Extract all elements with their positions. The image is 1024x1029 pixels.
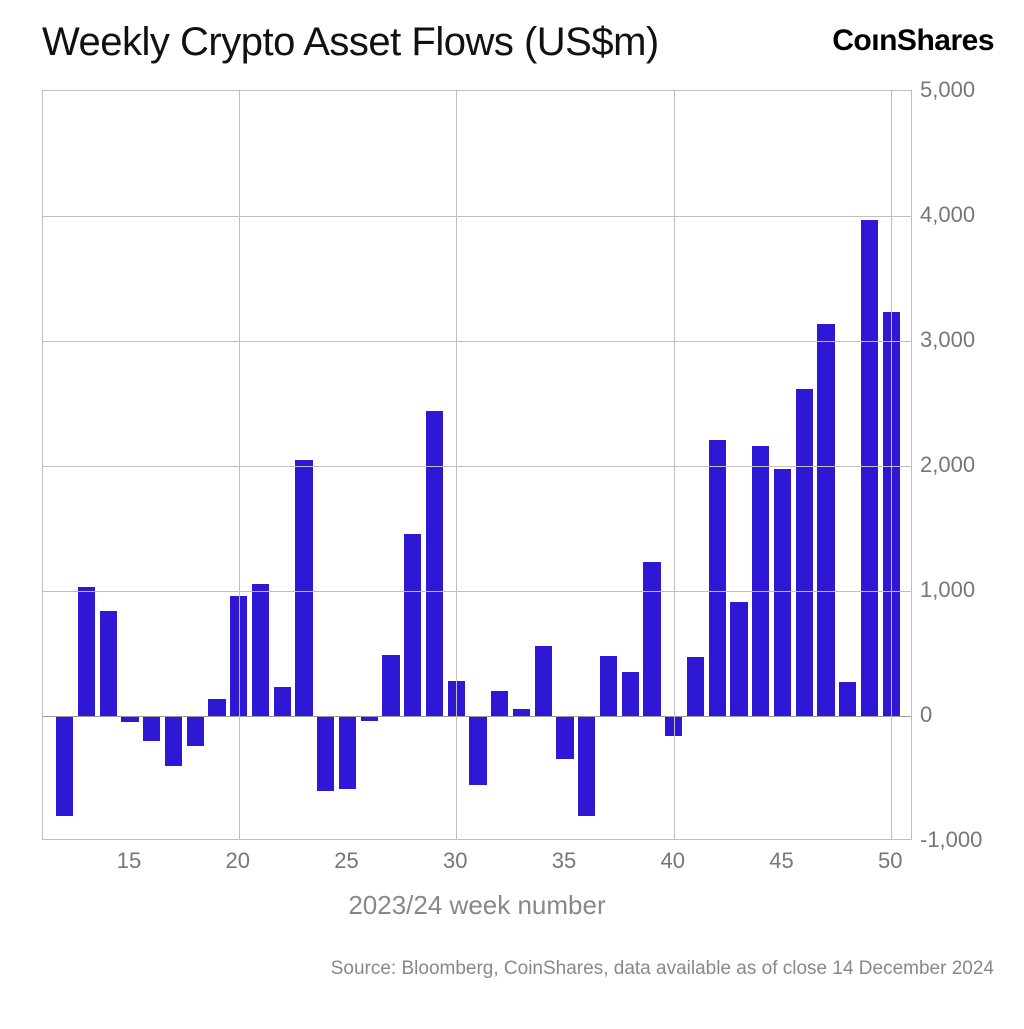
x-tick-label: 15	[117, 848, 141, 874]
bar	[208, 699, 225, 717]
y-tick-label: 5,000	[920, 77, 975, 103]
gridline-horizontal	[43, 591, 911, 592]
source-caption: Source: Bloomberg, CoinShares, data avai…	[0, 958, 994, 980]
zero-baseline	[43, 716, 911, 717]
y-tick-label: 2,000	[920, 452, 975, 478]
y-tick-label: 3,000	[920, 327, 975, 353]
gridline-vertical	[674, 91, 675, 839]
bar	[622, 672, 639, 716]
bar	[78, 587, 95, 716]
bar	[752, 446, 769, 716]
bar	[165, 716, 182, 766]
bar	[339, 716, 356, 789]
bar	[491, 691, 508, 716]
bar	[709, 440, 726, 716]
bar	[100, 611, 117, 716]
x-tick-labels: 15 20 25 30 35 40 45 50	[42, 840, 912, 880]
x-tick-label: 35	[552, 848, 576, 874]
gridline-horizontal	[43, 341, 911, 342]
page: Weekly Crypto Asset Flows (US$m) CoınSha…	[0, 0, 1024, 1029]
gridline-vertical	[456, 91, 457, 839]
brand-logo: CoınShares	[832, 24, 994, 58]
bar	[730, 602, 747, 716]
bar	[56, 716, 73, 816]
bar	[861, 220, 878, 716]
x-tick-label: 50	[878, 848, 902, 874]
bar	[187, 716, 204, 746]
x-tick-label: 40	[661, 848, 685, 874]
gridline-vertical	[239, 91, 240, 839]
y-tick-label: 0	[920, 702, 932, 728]
bar	[469, 716, 486, 785]
plot-frame	[42, 90, 912, 840]
bar	[817, 324, 834, 717]
bar	[796, 389, 813, 717]
x-tick-label: 25	[334, 848, 358, 874]
x-tick-label: 30	[443, 848, 467, 874]
chart-title: Weekly Crypto Asset Flows (US$m)	[42, 20, 659, 65]
gridline-vertical	[891, 91, 892, 839]
bars-layer	[43, 91, 911, 839]
x-axis-title: 2023/24 week number	[42, 890, 912, 921]
y-tick-label: 4,000	[920, 202, 975, 228]
bar	[839, 682, 856, 716]
bar	[426, 411, 443, 716]
bar	[252, 584, 269, 717]
x-tick-label: 45	[769, 848, 793, 874]
y-tick-labels: -1,00001,0002,0003,0004,0005,000	[912, 90, 982, 840]
y-tick-label: -1,000	[920, 827, 982, 853]
bar	[404, 534, 421, 717]
bar	[295, 460, 312, 716]
gridline-horizontal	[43, 216, 911, 217]
gridline-horizontal	[43, 466, 911, 467]
bar	[535, 646, 552, 716]
bar	[317, 716, 334, 791]
bar	[600, 656, 617, 716]
header: Weekly Crypto Asset Flows (US$m) CoınSha…	[42, 20, 994, 65]
bar	[513, 709, 530, 717]
y-tick-label: 1,000	[920, 577, 975, 603]
bar	[143, 716, 160, 741]
bar	[578, 716, 595, 816]
bar	[382, 655, 399, 716]
bar	[774, 469, 791, 717]
bar	[274, 687, 291, 716]
bar	[643, 562, 660, 716]
x-tick-label: 20	[226, 848, 250, 874]
bar	[556, 716, 573, 759]
bar	[687, 657, 704, 716]
plot-area: -1,00001,0002,0003,0004,0005,000 1520253…	[42, 90, 982, 840]
